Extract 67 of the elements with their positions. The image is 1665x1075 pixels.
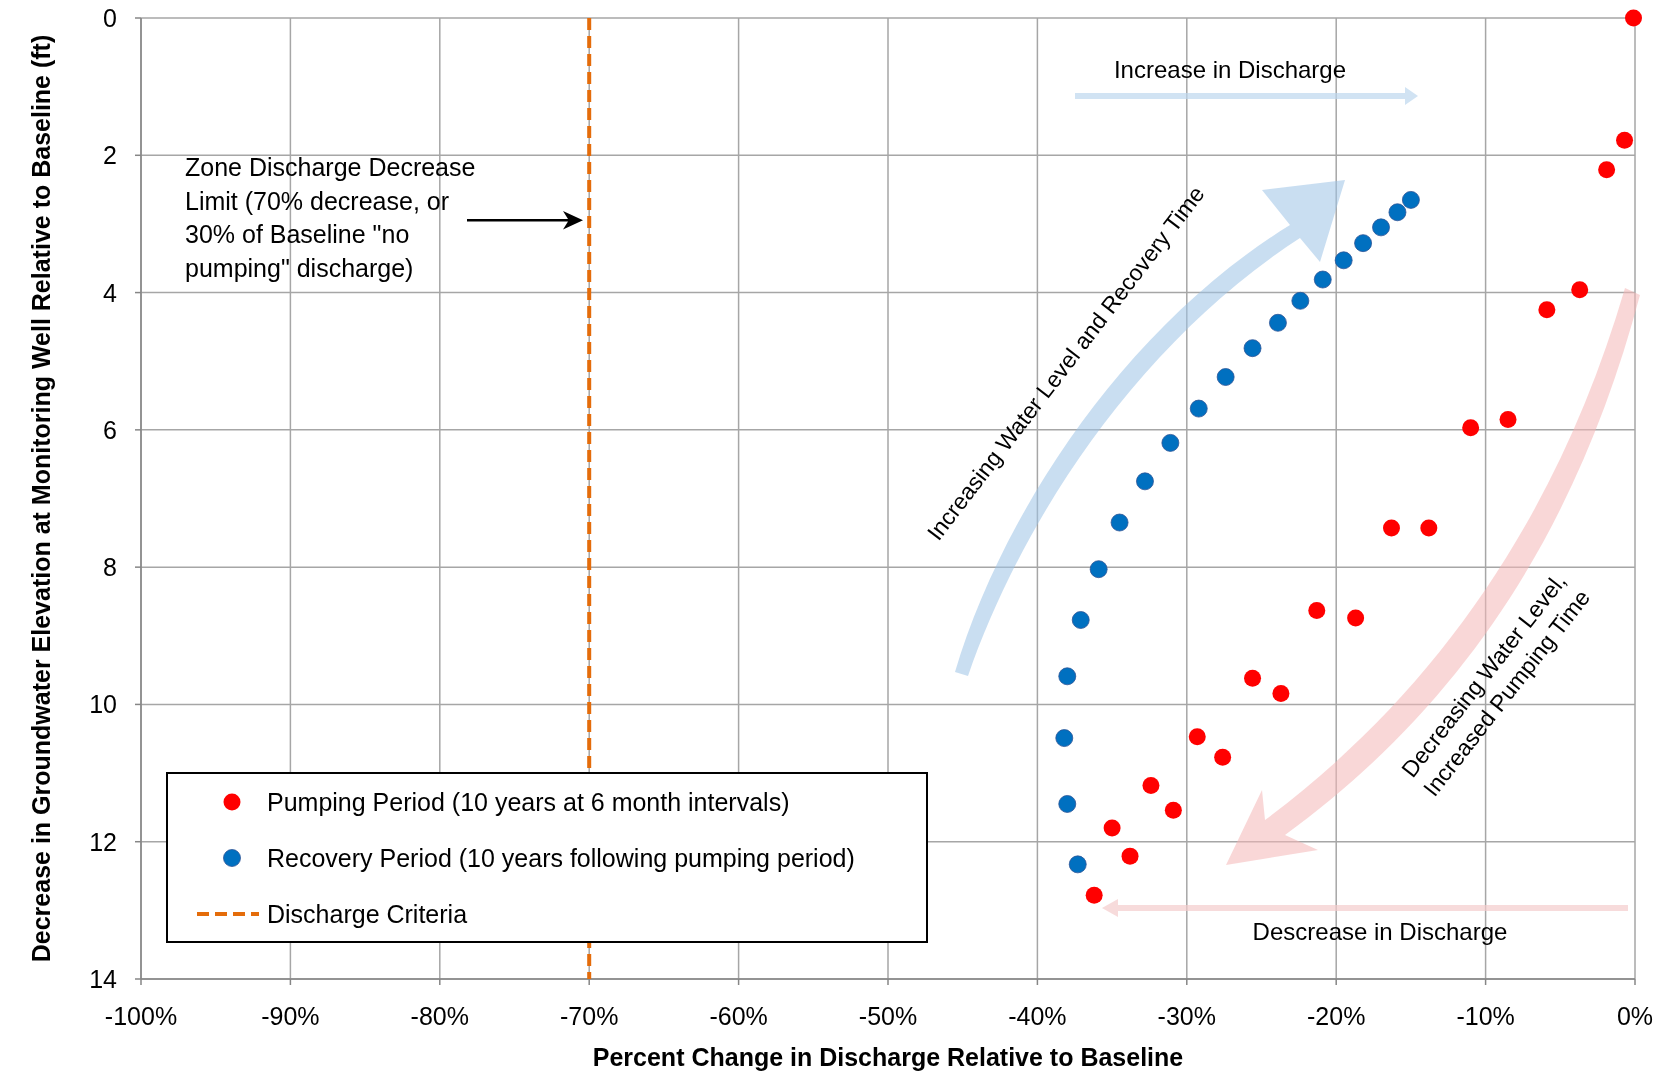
y-tick-label: 12 — [89, 827, 117, 856]
legend-label: Discharge Criteria — [267, 900, 468, 928]
annotation: Increase in Discharge — [1113, 56, 1347, 83]
x-tick-label: -10% — [1456, 1002, 1515, 1030]
point — [1071, 611, 1090, 629]
point — [1269, 313, 1287, 332]
point — [1103, 819, 1121, 837]
y-tick-label: 2 — [103, 141, 117, 170]
point — [1121, 847, 1139, 865]
point — [1334, 251, 1353, 270]
point — [1382, 519, 1400, 537]
point — [1313, 270, 1332, 289]
point — [1068, 855, 1087, 874]
point — [1110, 513, 1129, 532]
point — [1055, 729, 1074, 747]
point — [1164, 801, 1182, 819]
y-tick-label: 6 — [103, 415, 117, 444]
point — [1354, 234, 1372, 253]
point — [1571, 281, 1589, 299]
x-tick-label: -60% — [709, 1002, 768, 1030]
point — [1142, 776, 1160, 794]
point — [1058, 667, 1077, 686]
point — [1089, 560, 1108, 579]
x-tick-label: -20% — [1307, 1002, 1366, 1030]
point — [1291, 291, 1310, 310]
point — [1372, 218, 1390, 237]
point — [1538, 301, 1556, 319]
x-tick-label: -100% — [104, 1002, 178, 1030]
x-tick-label: -30% — [1157, 1002, 1216, 1030]
point — [1188, 728, 1206, 746]
legend-label: Recovery Period (10 years following pumping period) — [267, 844, 855, 872]
point — [1216, 368, 1235, 386]
point — [1462, 419, 1480, 437]
x-tick-label: -40% — [1008, 1002, 1067, 1030]
annotation: Descrease in Discharge — [1252, 918, 1508, 945]
point — [1420, 519, 1438, 537]
x-tick-label: -90% — [261, 1002, 320, 1030]
point — [1161, 434, 1180, 452]
point — [1058, 795, 1077, 813]
y-tick-label: 14 — [89, 965, 118, 993]
point — [1308, 601, 1326, 619]
x-tick-label: -70% — [560, 1002, 619, 1030]
point — [1499, 411, 1517, 429]
y-tick-label: 4 — [103, 278, 118, 307]
point — [1085, 886, 1103, 904]
y-tick-label: 0 — [103, 4, 117, 32]
y-tick-label: 8 — [103, 553, 117, 582]
point — [1243, 339, 1262, 358]
y-axis-title: Decrease in Groundwater Elevation at Monitoring Well Relative to Baseline (ft) — [27, 34, 55, 963]
y-tick-label: 10 — [89, 690, 117, 719]
point — [1625, 9, 1643, 27]
x-tick-label: -80% — [410, 1002, 469, 1030]
x-tick-label: 0% — [1616, 1002, 1654, 1030]
point — [1189, 399, 1208, 418]
annotation: Zone Discharge Decrease Limit (70% decrease, or 30% of Baseline "no pumping" discharge) — [185, 153, 476, 282]
point — [1402, 191, 1420, 209]
point — [1598, 161, 1616, 179]
point — [1244, 669, 1262, 687]
x-tick-label: -50% — [858, 1002, 918, 1030]
x-axis-title: Percent Change in Discharge Relative to Baseline — [592, 1043, 1184, 1071]
point — [1272, 684, 1290, 702]
point — [1214, 748, 1232, 766]
point — [1388, 203, 1407, 222]
point — [1616, 131, 1634, 149]
point — [1347, 609, 1365, 627]
legend-label: Pumping Period (10 years at 6 month intervals) — [267, 788, 790, 816]
point — [1136, 472, 1154, 491]
